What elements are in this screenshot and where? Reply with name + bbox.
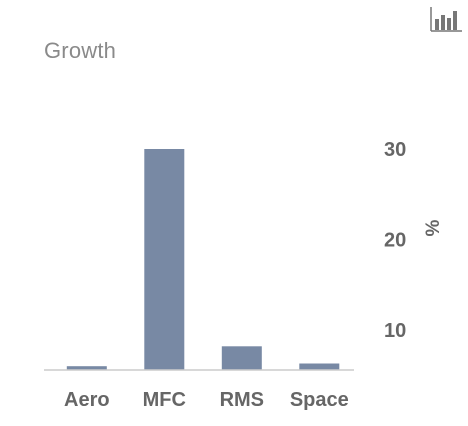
bar-aero[interactable] [66, 366, 107, 370]
x-tick-label: RMS [220, 389, 264, 411]
x-tick-label: MFC [143, 389, 186, 411]
y-axis-label: % [423, 219, 444, 236]
bar-space[interactable] [299, 363, 340, 371]
x-tick-label: Space [290, 389, 349, 411]
y-tick-label: 10 [384, 320, 406, 342]
x-tick-label: Aero [64, 389, 110, 411]
y-tick-label: 30 [384, 139, 406, 161]
chart-title: Growth [44, 38, 117, 63]
chart-view-toggle-button[interactable] [428, 6, 464, 34]
bar-rms[interactable] [221, 346, 262, 370]
bar-mfc[interactable] [144, 149, 185, 370]
bar-chart-icon [430, 7, 462, 32]
y-tick-label: 20 [384, 230, 406, 252]
